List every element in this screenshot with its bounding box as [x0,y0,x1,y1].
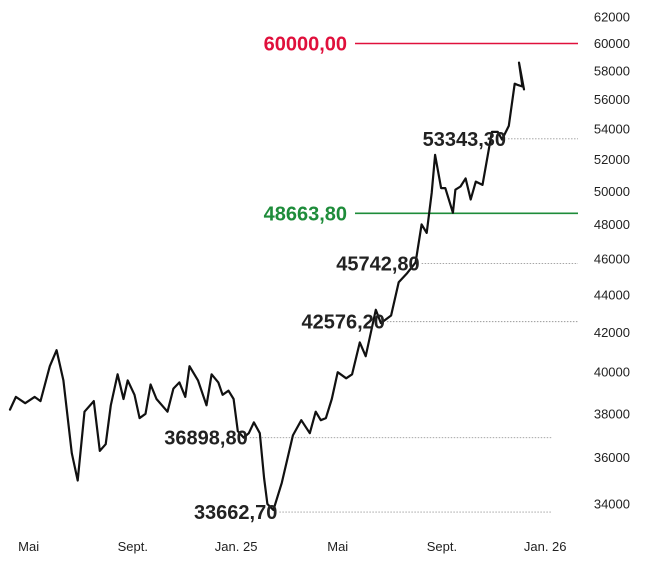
x-tick-label: Jan. 26 [524,539,567,554]
y-tick-label: 46000 [594,251,630,266]
x-tick-label: Sept. [427,539,457,554]
y-tick-label: 44000 [594,287,630,302]
annotation-label: 45742,80 [336,253,419,275]
y-tick-label: 58000 [594,63,630,78]
annotation-label: 60000,00 [264,33,347,55]
series-line [8,61,526,512]
x-tick-label: Sept. [118,539,148,554]
x-axis: Mai Sept. Jan. 25 Mai Sept. Jan. 26 [18,539,566,554]
annotation-label: 48663,80 [264,203,347,225]
y-axis: 34000 36000 38000 40000 42000 44000 46000 48000… [594,9,630,511]
x-tick-label: Jan. 25 [215,539,258,554]
x-tick-label: Mai [18,539,39,554]
x-tick-label: Mai [327,539,348,554]
y-tick-label: 48000 [594,217,630,232]
y-tick-label: 52000 [594,152,630,167]
y-tick-label: 40000 [594,365,630,380]
annotation-label: 53343,30 [423,129,506,151]
y-tick-label: 50000 [594,184,630,199]
series-layer [8,61,526,512]
y-tick-label: 62000 [594,9,630,24]
annotation-label: 33662,70 [194,502,277,524]
y-tick-label: 56000 [594,92,630,107]
y-tick-label: 60000 [594,36,630,51]
y-tick-label: 42000 [594,325,630,340]
annotation-label: 36898,80 [164,428,247,450]
annotation-lines [249,42,578,513]
annotation-labels: 60000,00 53343,30 48663,80 45742,80 42576,20… [164,33,506,524]
annotation-label: 42576,20 [302,312,385,334]
y-tick-label: 34000 [594,496,630,511]
y-tick-label: 54000 [594,121,630,136]
y-tick-label: 38000 [594,406,630,421]
y-tick-label: 36000 [594,450,630,465]
